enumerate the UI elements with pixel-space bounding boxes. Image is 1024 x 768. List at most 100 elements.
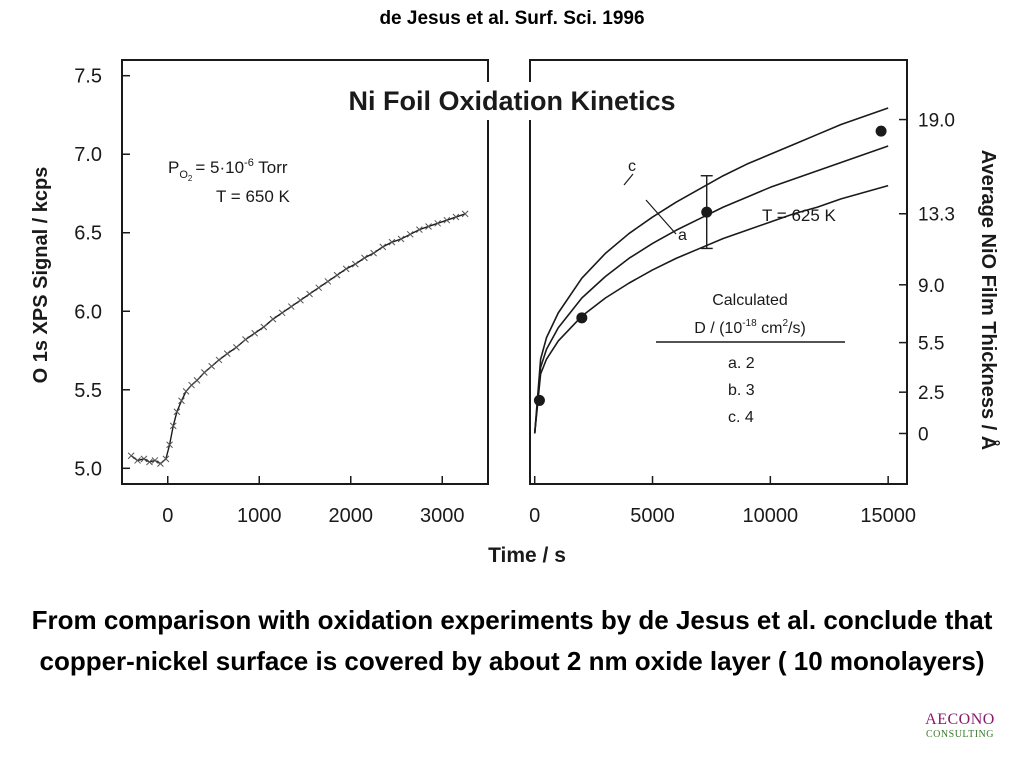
left-data-point [361, 254, 368, 262]
caption-text: From comparison with oxidation experimen… [31, 605, 993, 676]
left-data-point [200, 369, 208, 376]
left-y-tick-label: 6.0 [74, 301, 102, 323]
logo-wordmark: AECONO [925, 711, 995, 728]
left-axis-ticks: 0 1000 2000 3000 5.0 5.5 6.0 6.5 7.0 7.5 [74, 66, 464, 527]
left-data-point [297, 296, 304, 304]
left-data-point [169, 422, 177, 430]
right-plot-frame [529, 59, 908, 485]
left-data-point [342, 265, 350, 273]
citation: de Jesus et al. Surf. Sci. 1996 [379, 8, 645, 29]
model-curve-c [533, 107, 889, 434]
left-data-point [351, 260, 359, 268]
left-data-point [193, 377, 201, 384]
left-data-point [260, 323, 268, 331]
left-data-point [333, 271, 341, 279]
left-data-point [127, 452, 135, 460]
x-axis-label: Time / s [488, 544, 566, 567]
left-y-tick-label: 7.5 [74, 66, 102, 88]
right-axis-ticks: 0 5000 10000 15000 0 2.5 5.5 9.0 13.3 19.0 [529, 111, 955, 527]
left-data-point [188, 381, 195, 389]
right-model-curves [533, 107, 889, 434]
left-data-point [406, 230, 414, 238]
left-data-point [162, 455, 170, 463]
left-data-point [157, 460, 164, 467]
curve-label-a-leader [645, 199, 677, 235]
left-data-point [182, 387, 190, 395]
model-curve-b [533, 145, 889, 434]
left-data-point [397, 235, 405, 243]
left-data-point [146, 458, 153, 466]
title-backdrop [300, 82, 724, 120]
left-y-tick-label: 7.0 [74, 144, 102, 166]
measured-point [533, 394, 545, 406]
curve-label-a: a [678, 227, 687, 244]
left-data-point [434, 219, 442, 227]
left-data-point [452, 213, 460, 221]
model-curve-a [533, 184, 889, 434]
right-y-tick-label: 2.5 [918, 383, 944, 404]
measured-point [576, 312, 588, 324]
measured-point [875, 125, 887, 137]
right-y-tick-label: 19.0 [918, 111, 955, 132]
left-data-point [370, 249, 377, 257]
right-y-tick-label: 5.5 [918, 334, 944, 355]
left-x-tick-label: 0 [162, 505, 173, 527]
left-data-point [251, 329, 259, 337]
curve-label-c: c [628, 158, 636, 175]
curve-label-c-leader [623, 173, 634, 186]
right-measured-points [533, 125, 887, 406]
right-x-tick-label: 15000 [860, 505, 916, 527]
pressure-annotation: PO2= 5·10-6 Torr [168, 157, 288, 183]
left-data-point [416, 226, 423, 233]
temperature-annotation-left: T = 650 K [216, 187, 291, 206]
left-signal-trace [130, 213, 466, 465]
right-x-tick-label: 5000 [630, 505, 675, 527]
right-y-tick-label: 0 [918, 424, 929, 445]
left-data-point [166, 441, 173, 449]
left-data-point [242, 336, 249, 343]
left-scatter-series [127, 210, 469, 467]
left-data-point [151, 457, 159, 464]
left-data-point [269, 315, 277, 323]
legend-entry-b: b. 3 [728, 382, 755, 399]
left-data-point [315, 284, 323, 292]
legend-entry-c: c. 4 [728, 409, 754, 426]
left-x-tick-label: 1000 [237, 505, 282, 527]
right-y-tick-label: 13.3 [918, 205, 955, 226]
left-data-point [208, 362, 216, 370]
chart-title: Ni Foil Oxidation Kinetics [348, 86, 675, 116]
left-data-point [134, 457, 141, 464]
left-data-point [173, 408, 181, 416]
legend-entry-a: a. 2 [728, 355, 755, 372]
logo-subtitle: CONSULTING [926, 729, 994, 740]
left-data-point [324, 278, 332, 285]
left-x-tick-label: 2000 [329, 505, 374, 527]
legend-subtitle: D / (10-18 cm2/s) [694, 318, 806, 337]
left-data-point [140, 455, 148, 463]
oxidation-kinetics-figure: 0 1000 2000 3000 5.0 5.5 6.0 6.5 7.0 7.5 0 5000 100… [30, 59, 1001, 567]
left-y-axis-label: O 1s XPS Signal / kcps [30, 167, 52, 384]
left-data-point [388, 238, 396, 246]
left-data-point [425, 223, 432, 230]
left-data-point [287, 303, 295, 310]
legend-title: Calculated [712, 292, 788, 309]
left-y-tick-label: 5.5 [74, 380, 102, 402]
right-y-axis-label: Average NiO Film Thickness / Å [977, 150, 1001, 450]
right-y-tick-label: 9.0 [918, 276, 944, 297]
aecono-logo: AECONO CONSULTING [912, 712, 1008, 740]
left-y-tick-label: 5.0 [74, 458, 102, 480]
left-data-point [379, 243, 387, 251]
temperature-annotation-right: T = 625 K [762, 206, 837, 225]
left-x-tick-label: 3000 [420, 505, 465, 527]
right-x-tick-label: 0 [529, 505, 540, 527]
left-data-point [178, 397, 185, 405]
left-data-point [223, 350, 231, 358]
right-x-tick-label: 10000 [743, 505, 799, 527]
left-y-tick-label: 6.5 [74, 223, 102, 245]
measured-point [701, 206, 713, 218]
left-data-point [278, 309, 286, 317]
left-plot-frame [121, 59, 489, 485]
left-data-point [461, 210, 469, 218]
left-data-point [306, 290, 313, 298]
left-data-point [215, 356, 223, 364]
